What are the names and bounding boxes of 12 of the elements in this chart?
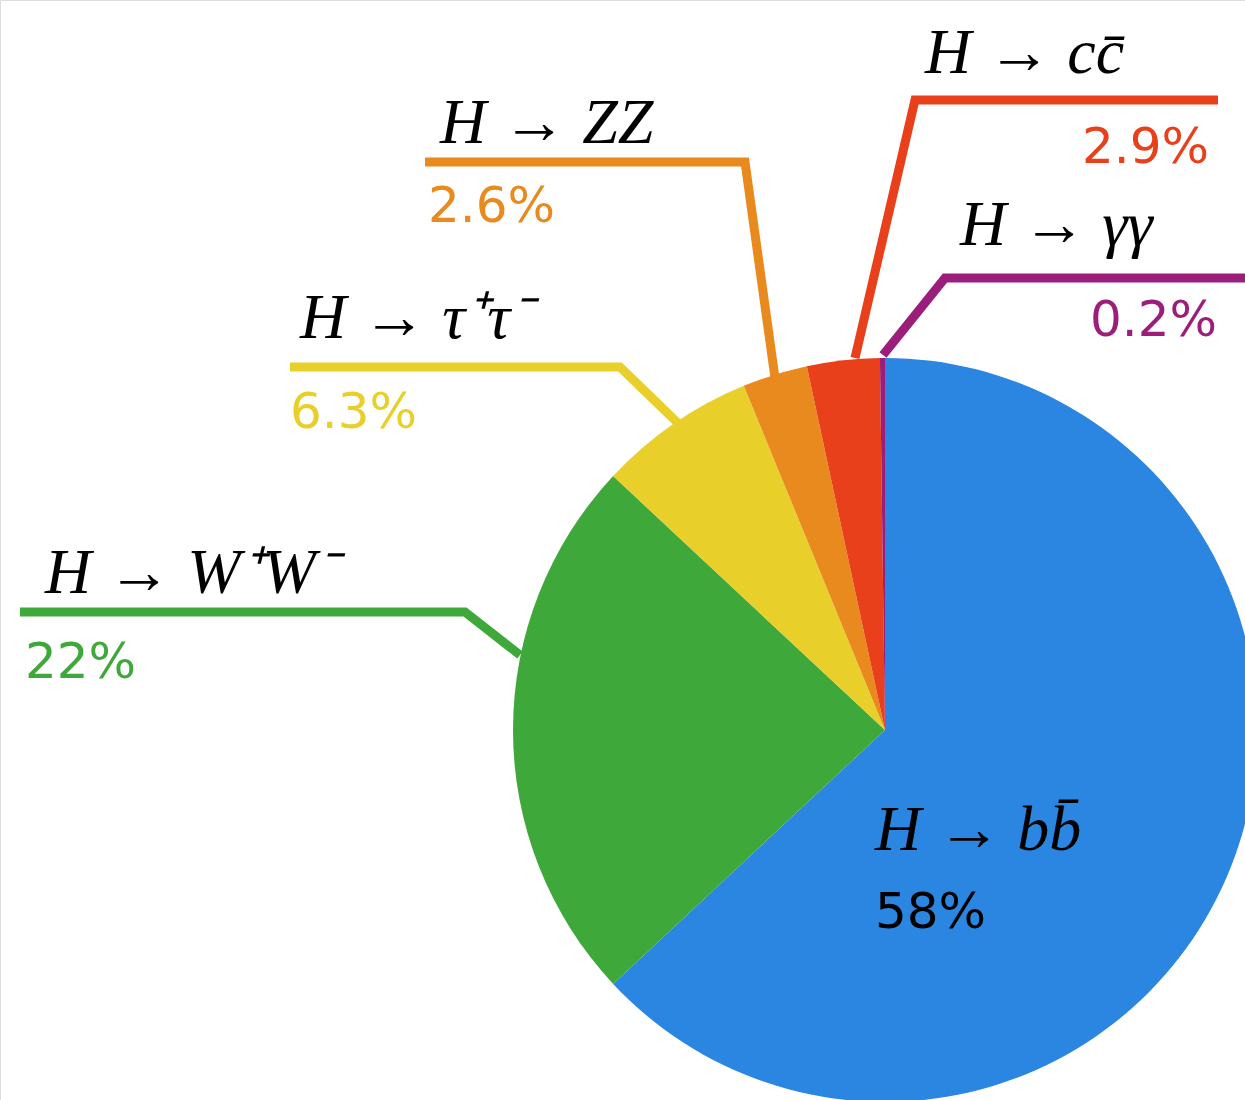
data-label: 58% (875, 882, 987, 940)
data-label: 2.6% (428, 176, 556, 234)
data-label: 22% (25, 632, 137, 690)
slice-label: H → ZZ (439, 86, 655, 157)
slice-label: H → cc̄ (924, 16, 1125, 87)
data-label: 6.3% (290, 382, 418, 440)
data-label: 2.9% (1082, 117, 1210, 175)
slice-label: H → γγ (959, 188, 1155, 259)
slice-label: H → bb̄ (874, 793, 1082, 864)
data-label: 0.2% (1090, 290, 1218, 348)
slice-label: H → τ⁺τ⁻ (299, 281, 541, 352)
slice-label: H → W⁺W⁻ (44, 536, 346, 607)
